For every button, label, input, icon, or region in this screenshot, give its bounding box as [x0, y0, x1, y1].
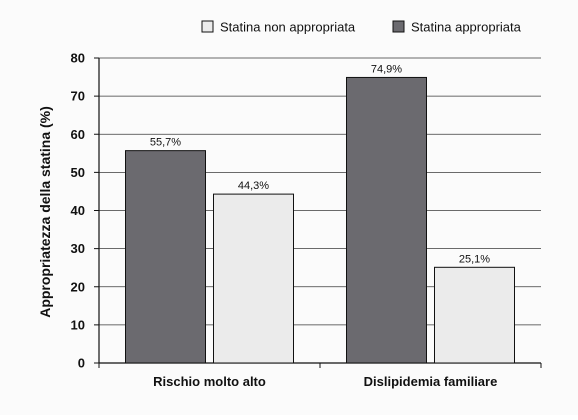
- legend: Statina non appropriata Statina appropria…: [201, 20, 522, 35]
- bars: [125, 76, 515, 364]
- bar: [213, 193, 294, 364]
- y-axis-label: Appropriatezza della statina (%): [37, 106, 53, 318]
- x-category-label: Rischio molto alto: [153, 374, 266, 389]
- legend-swatch: [392, 20, 405, 33]
- bar-value-label: 44,3%: [238, 180, 269, 192]
- y-tick-label: 70: [71, 89, 85, 104]
- legend-swatch: [201, 20, 214, 33]
- bar-value-label: 74,9%: [371, 63, 402, 75]
- legend-label: Statina appropriata: [411, 20, 522, 35]
- y-tick-label: 60: [71, 127, 85, 142]
- x-category-label: Dislipidemia familiare: [364, 374, 498, 389]
- y-tick-label: 10: [71, 317, 85, 332]
- legend-label: Statina non appropriata: [220, 20, 356, 35]
- bar-value-label: 25,1%: [459, 253, 490, 265]
- bar: [434, 266, 515, 364]
- y-tick-label: 30: [71, 241, 85, 256]
- y-tick-label: 40: [71, 203, 85, 218]
- y-tick-label: 20: [71, 279, 85, 294]
- data-labels: 55,7% 44,3% 74,9% 25,1%: [150, 63, 490, 265]
- bar: [125, 150, 206, 364]
- bar: [346, 76, 427, 364]
- bar-value-label: 55,7%: [150, 137, 181, 149]
- y-tick-label: 80: [71, 51, 85, 66]
- y-tick-labels: 0 10 20 30 40 50 60 70 80: [71, 51, 85, 371]
- y-tick-label: 0: [78, 356, 85, 371]
- x-category-labels: Rischio molto alto Dislipidemia familiare: [153, 374, 497, 389]
- y-tick-label: 50: [71, 165, 85, 180]
